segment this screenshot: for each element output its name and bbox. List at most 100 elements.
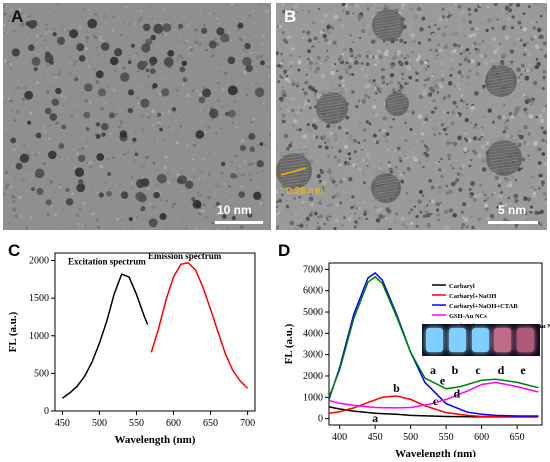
hrtem-noise-dot [310, 203, 314, 207]
hrtem-noise-dot [417, 114, 423, 119]
tem-noise-dot [245, 33, 248, 36]
hrtem-noise-dot [305, 223, 309, 228]
tem-noise-dot [153, 18, 157, 22]
tem-noise-dot [131, 55, 133, 58]
hrtem-noise-dot [443, 45, 448, 50]
tem-noise-dot [126, 85, 129, 87]
tem-noise-dot [243, 70, 247, 75]
hrtem-noise-dot [286, 146, 290, 151]
hrtem-noise-dot [395, 212, 399, 216]
tem-noise-dot [155, 138, 159, 142]
nanoparticle [157, 173, 167, 184]
tem-noise-dot [206, 68, 209, 71]
hrtem-noise-dot [305, 73, 309, 77]
tem-noise-dot [40, 45, 43, 48]
tem-noise-dot [197, 195, 199, 197]
tem-noise-dot [222, 125, 226, 129]
hrtem-noise-dot [516, 79, 520, 84]
hrtem-noise-dot [522, 93, 525, 97]
tem-noise-dot [40, 208, 44, 211]
tem-noise-dot [92, 34, 96, 38]
hrtem-noise-dot [466, 103, 468, 106]
hrtem-noise-dot [407, 82, 409, 85]
nanoparticle [162, 23, 172, 32]
hrtem-noise-dot [302, 30, 305, 34]
nanoparticle [202, 88, 212, 98]
hrtem-noise-dot [374, 63, 378, 67]
nanoparticle [191, 197, 196, 202]
hrtem-noise-dot [471, 225, 475, 230]
hrtem-noise-dot [349, 134, 354, 139]
tem-noise-dot [73, 148, 76, 152]
tem-noise-dot [105, 21, 107, 24]
nanoparticle [153, 23, 164, 34]
nanoparticle [142, 60, 149, 67]
tem-noise-dot [176, 141, 180, 145]
hrtem-noise-dot [446, 153, 452, 159]
tem-noise-dot [161, 112, 165, 116]
hrtem-noise-dot [470, 59, 475, 64]
tem-noise-dot [11, 165, 15, 168]
nanocluster [371, 173, 401, 203]
vial-c [472, 328, 489, 352]
hrtem-noise-dot [525, 48, 528, 51]
tem-noise-dot [154, 44, 159, 48]
nanoparticle [45, 199, 52, 206]
hrtem-noise-dot [399, 159, 403, 163]
tem-noise-dot [228, 32, 231, 34]
tem-noise-dot [153, 140, 156, 143]
hrtem-noise-dot [330, 70, 335, 76]
tem-noise-dot [234, 126, 238, 129]
hrtem-noise-dot [491, 179, 494, 183]
hrtem-noise-dot [303, 145, 307, 149]
hrtem-noise-dot [481, 93, 486, 98]
tem-noise-dot [204, 149, 208, 153]
lattice-fringe [279, 160, 309, 166]
hrtem-noise-dot [513, 42, 516, 46]
hrtem-noise-dot [529, 181, 531, 184]
hrtem-noise-dot [353, 190, 356, 193]
tem-noise-dot [118, 125, 121, 129]
tem-noise-dot [234, 154, 238, 158]
tem-noise-dot [211, 103, 214, 107]
x-axis-label: Wavelength (nm) [395, 448, 476, 457]
hrtem-noise-dot [283, 38, 287, 42]
hrtem-noise-dot [352, 12, 355, 15]
tem-noise-dot [185, 227, 188, 230]
tem-noise-dot [29, 216, 33, 220]
hrtem-noise-dot [441, 32, 447, 37]
tem-noise-dot [22, 115, 25, 118]
hrtem-noise-dot [290, 212, 295, 217]
tem-noise-dot [194, 142, 196, 145]
hrtem-noise-dot [307, 49, 312, 54]
hrtem-noise-dot [369, 100, 372, 103]
hrtem-noise-dot [346, 198, 349, 202]
hrtem-noise-dot [322, 33, 327, 39]
hrtem-noise-dot [522, 12, 526, 16]
hrtem-noise-dot [490, 58, 495, 63]
hrtem-noise-dot [434, 57, 437, 60]
tem-noise-dot [212, 12, 216, 15]
hrtem-noise-dot [468, 69, 472, 73]
hrtem-noise-dot [394, 149, 397, 152]
nanoparticle [247, 212, 253, 218]
hrtem-noise-dot [455, 159, 458, 162]
tem-noise-dot [223, 159, 226, 163]
hrtem-noise-dot [319, 199, 322, 202]
hrtem-noise-dot [487, 31, 491, 35]
hrtem-noise-dot [276, 190, 278, 194]
hrtem-noise-dot [476, 48, 481, 52]
tem-noise-dot [187, 23, 191, 27]
hrtem-noise-dot [385, 132, 390, 136]
tem-noise-dot [216, 17, 219, 20]
tem-noise-dot [35, 81, 39, 84]
hrtem-noise-dot [281, 89, 286, 95]
hrtem-noise-dot [472, 41, 478, 46]
tem-noise-dot [146, 187, 150, 191]
tem-noise-dot [17, 221, 20, 223]
tem-noise-dot [241, 54, 244, 56]
tem-noise-dot [122, 66, 126, 70]
nanoparticle [156, 112, 162, 118]
hrtem-noise-dot [544, 105, 547, 108]
tem-noise-dot [34, 139, 38, 143]
